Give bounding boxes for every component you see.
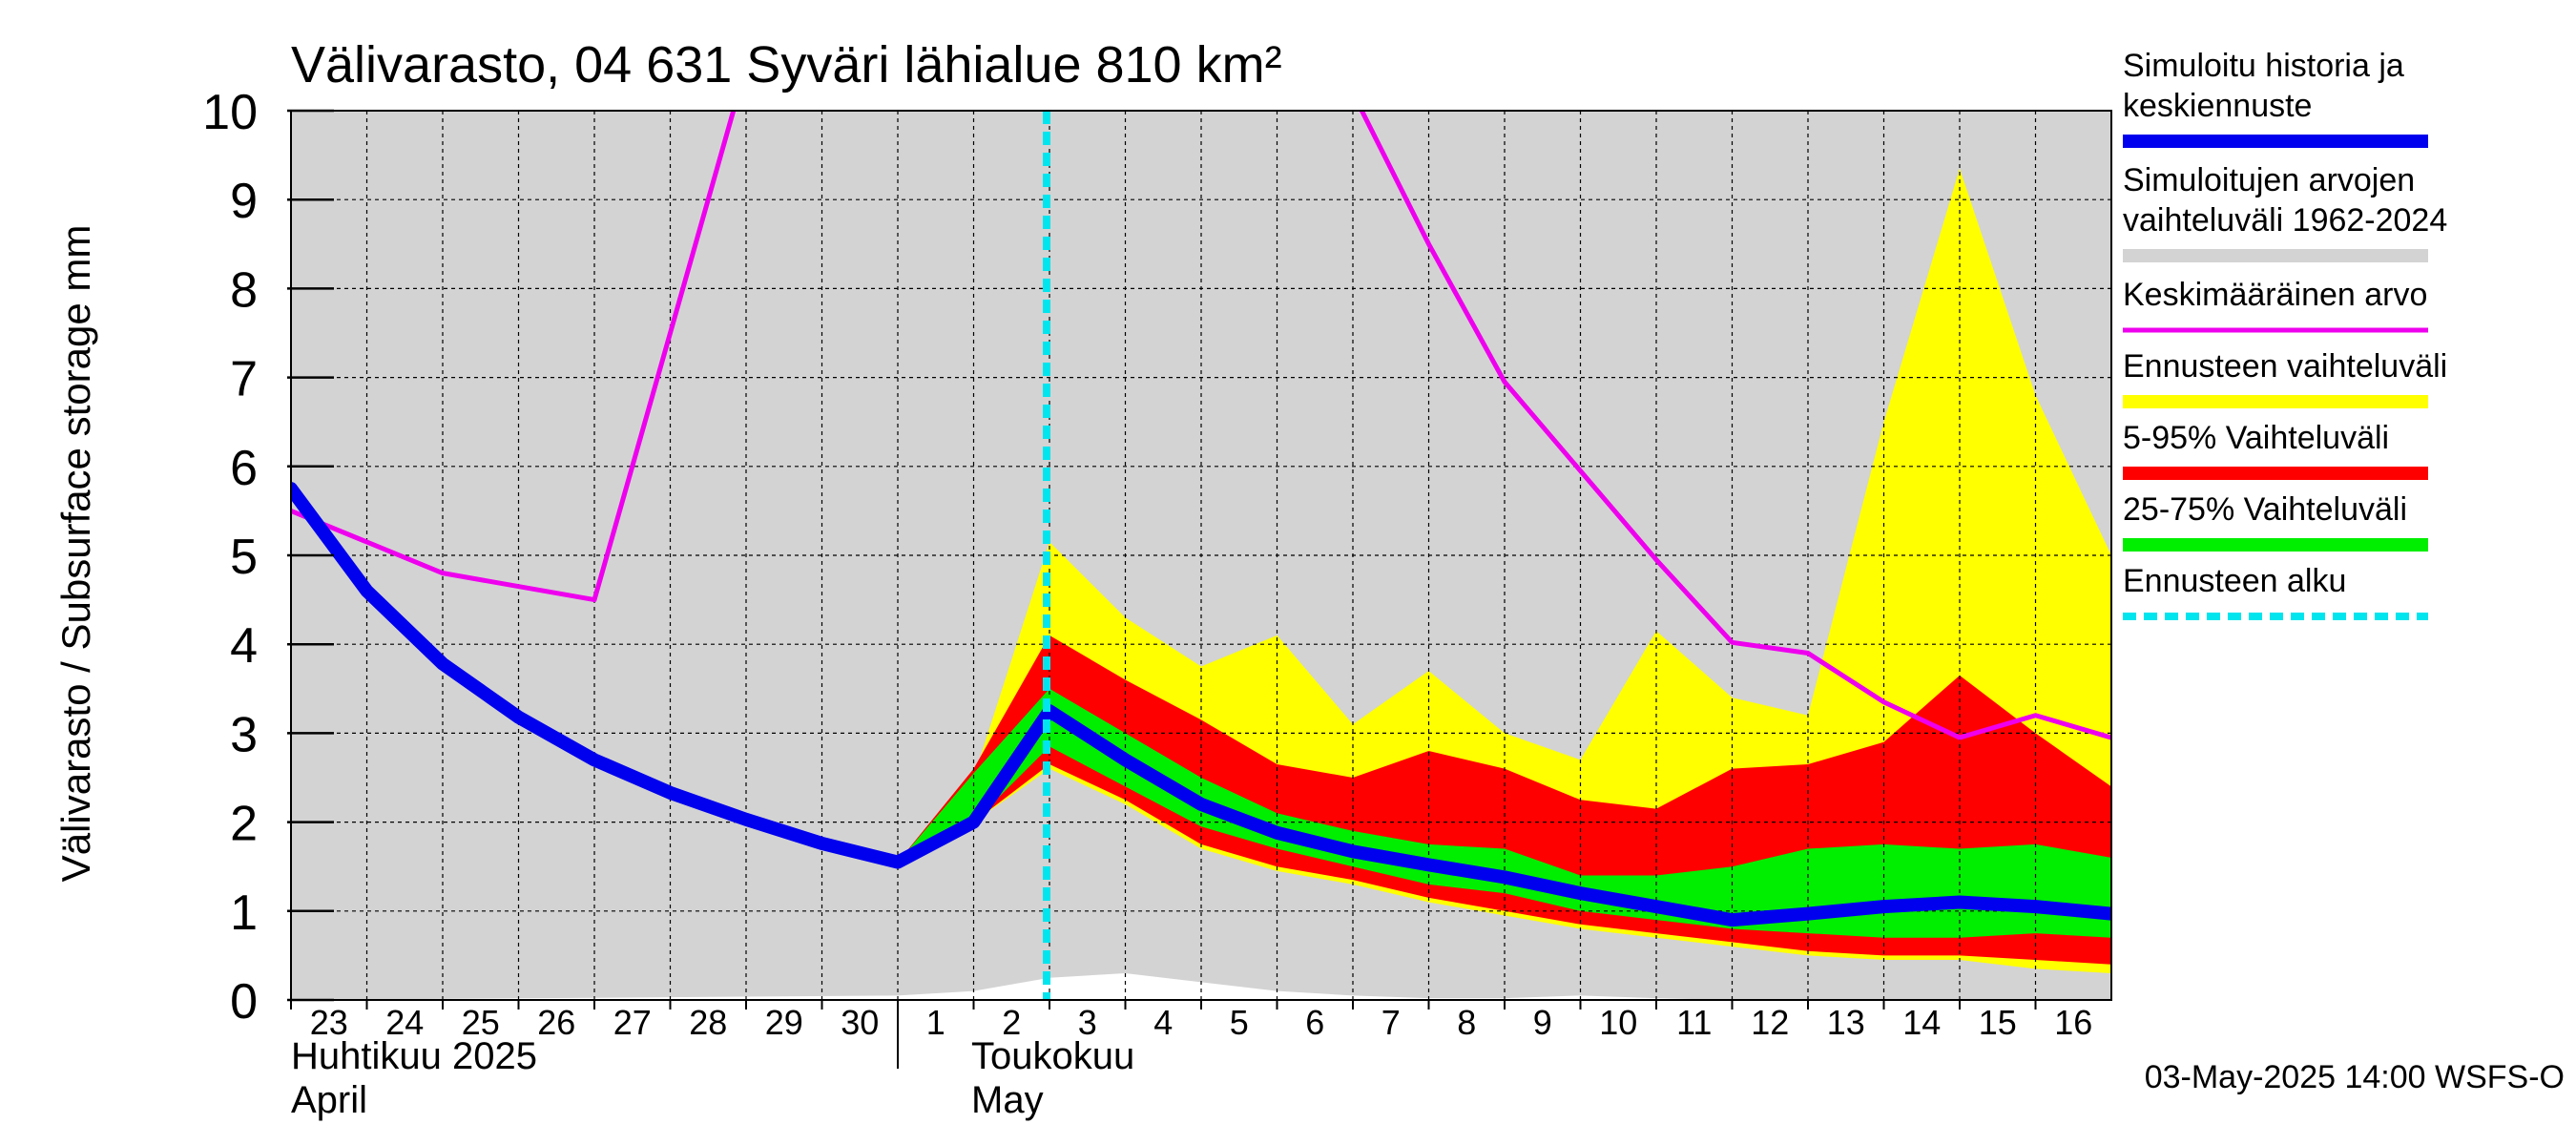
legend: Simuloitu historia jakeskiennusteSimuloi… [2123, 48, 2447, 620]
x-tick-label: 6 [1305, 1003, 1324, 1042]
x-tick-label: 1 [926, 1003, 945, 1042]
legend-item: 25-75% Vaihteluväli [2123, 491, 2428, 552]
legend-label: Simuloitu historia ja [2123, 48, 2404, 84]
y-axis-label: Välivarasto / Subsurface storage mm [53, 225, 98, 883]
y-tick-label: 8 [230, 262, 258, 318]
x-tick-label: 24 [385, 1003, 424, 1042]
month-label-en-may: May [971, 1079, 1044, 1121]
y-tick-label: 1 [230, 885, 258, 941]
y-tick-label: 10 [202, 85, 258, 140]
legend-label: vaihteluväli 1962-2024 [2123, 202, 2447, 239]
month-label-en-april: April [291, 1079, 367, 1121]
x-tick-label: 30 [841, 1003, 879, 1042]
y-tick-label: 6 [230, 441, 258, 496]
x-tick-label: 13 [1827, 1003, 1865, 1042]
x-tick-label: 28 [689, 1003, 727, 1042]
legend-label: Ennusteen vaihteluväli [2123, 348, 2447, 385]
x-tick-label: 8 [1457, 1003, 1476, 1042]
x-tick-label: 12 [1751, 1003, 1789, 1042]
x-tick-label: 2 [1002, 1003, 1021, 1042]
x-tick-label: 15 [1979, 1003, 2017, 1042]
legend-label: 5-95% Vaihteluväli [2123, 420, 2389, 456]
y-tick-label: 9 [230, 174, 258, 229]
legend-item: Simuloitu historia ja keskiennuste [2123, 48, 2428, 148]
month-label-fi-april: Huhtikuu 2025 [291, 1035, 537, 1077]
legend-label: Ennusteen alku [2123, 563, 2346, 599]
median-line [291, 482, 2111, 927]
y-tick-label: 4 [230, 618, 258, 674]
x-tick-label: 25 [462, 1003, 500, 1042]
y-tick-label: 5 [230, 530, 258, 585]
legend-item: Keskimääräinen arvo [2123, 277, 2428, 333]
legend-label: keskiennuste [2123, 88, 2312, 124]
legend-label: Keskimääräinen arvo [2123, 277, 2427, 313]
y-tick-label: 0 [230, 974, 258, 1030]
legend-item: 5-95% Vaihteluväli [2123, 420, 2428, 480]
legend-item: Ennusteen vaihteluväli [2123, 348, 2447, 408]
month-label-fi-may: Toukokuu [971, 1035, 1134, 1077]
x-tick-label: 3 [1078, 1003, 1097, 1042]
footer-timestamp: 03-May-2025 14:00 WSFS-O [2145, 1059, 2565, 1095]
x-tick-label: 23 [310, 1003, 348, 1042]
legend-label: 25-75% Vaihteluväli [2123, 491, 2407, 528]
x-tick-label: 14 [1902, 1003, 1941, 1042]
y-tick-label: 3 [230, 707, 258, 762]
x-tick-label: 26 [537, 1003, 575, 1042]
chart-title: Välivarasto, 04 631 Syväri lähialue 810 … [291, 36, 1282, 94]
x-tick-label: 4 [1153, 1003, 1173, 1042]
x-tick-label: 27 [613, 1003, 652, 1042]
lines-layer [291, 111, 2111, 1000]
y-tick-label: 7 [230, 352, 258, 407]
x-tick-label: 10 [1599, 1003, 1637, 1042]
mean-line [291, 111, 2111, 740]
legend-item: Ennusteen alku [2123, 563, 2428, 620]
x-tick-label: 16 [2054, 1003, 2092, 1042]
x-tick-label: 11 [1676, 1003, 1712, 1042]
legend-item: Simuloitujen arvojen vaihteluväli 1962-20… [2123, 162, 2447, 262]
grid-layer [291, 110, 2111, 1001]
x-tick-label: 29 [765, 1003, 803, 1042]
y-tick-label: 2 [230, 797, 258, 852]
legend-label: Simuloitujen arvojen [2123, 162, 2415, 198]
x-tick-label: 7 [1381, 1003, 1401, 1042]
x-tick-label: 5 [1230, 1003, 1249, 1042]
x-tick-label: 9 [1533, 1003, 1552, 1042]
